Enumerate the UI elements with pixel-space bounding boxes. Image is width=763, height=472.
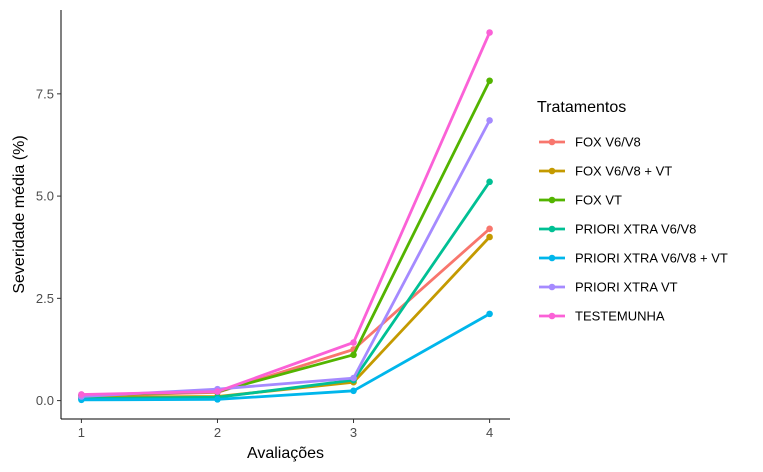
series-line [80,119,492,398]
plot-area [78,29,493,404]
x-tick-label: 2 [214,425,221,440]
y-axis-title: Severidade média (%) [11,135,28,293]
x-tick-label: 3 [350,425,357,440]
series-line [80,227,492,398]
data-point [350,351,357,359]
data-point [486,29,493,36]
data-point [214,396,221,403]
data-point [350,387,357,395]
legend-item: FOX V6/V8 [539,135,641,150]
legend-label: PRIORI XTRA VT [575,280,678,295]
legend-key-point [548,138,556,146]
series-3 [78,77,493,399]
legend-item: TESTEMUNHA [539,309,665,324]
y-tick-label: 2.5 [36,291,54,306]
legend-item: FOX V6/V8 + VT [539,164,672,179]
legend-item: PRIORI XTRA V6/V8 [539,222,696,237]
legend: Tratamentos FOX V6/V8 FOX V6/V8 + VT FOX V… [537,99,728,324]
series-7 [78,29,493,398]
x-axis-title: Avaliações [247,445,324,462]
legend-label: FOX V6/V8 + VT [575,164,672,179]
legend-label: FOX VT [575,193,622,208]
series-line [80,180,492,401]
data-point [78,391,85,398]
legend-key-point [548,283,556,291]
series-line [80,312,492,402]
legend-item: PRIORI XTRA VT [539,280,678,295]
data-point [486,233,493,241]
x-tick-label: 1 [78,425,85,440]
legend-key-point [548,196,556,204]
series-6 [78,117,493,400]
data-point [486,117,493,124]
legend-label: PRIORI XTRA V6/V8 + VT [575,251,728,266]
legend-label: PRIORI XTRA V6/V8 [575,222,696,237]
y-tick-label: 5.0 [36,189,54,204]
x-tick-label: 4 [486,425,493,440]
data-point [486,310,493,318]
legend-key-point [548,167,556,175]
series-2 [78,233,493,401]
data-point [350,339,357,346]
series-line [80,31,492,396]
legend-key-point [548,254,556,262]
legend-item: PRIORI XTRA V6/V8 + VT [539,251,728,266]
y-axis-ticks: 0.0 2.5 5.0 7.5 [36,86,61,408]
legend-key-point [548,225,556,233]
legend-item: FOX VT [539,193,622,208]
legend-label: TESTEMUNHA [575,309,665,324]
data-point [486,178,493,186]
legend-label: FOX V6/V8 [575,135,641,150]
y-tick-label: 0.0 [36,393,54,408]
data-point [214,388,221,395]
y-tick-label: 7.5 [36,86,54,101]
data-point [486,77,493,85]
data-point [486,225,493,233]
data-point [350,374,357,382]
legend-title: Tratamentos [537,99,626,116]
x-axis-ticks: 1 2 3 4 [78,419,493,440]
series-5 [78,310,493,404]
legend-key-point [548,312,556,320]
